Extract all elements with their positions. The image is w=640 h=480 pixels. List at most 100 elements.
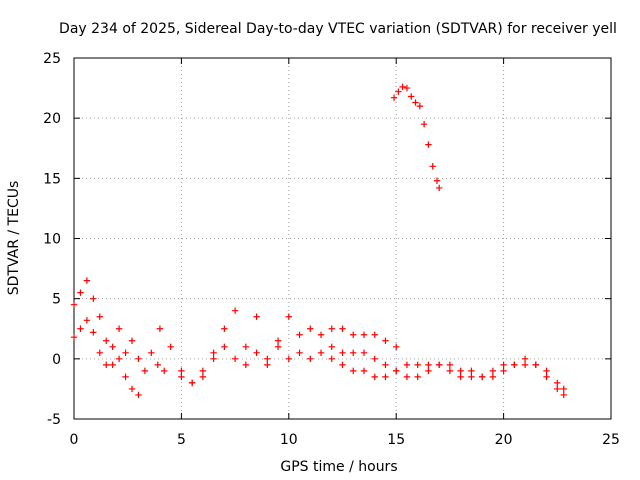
y-tick-label: 10 [43,232,61,248]
data-point [371,355,378,363]
data-point [489,373,497,381]
data-point [199,373,207,381]
data-point [543,367,550,375]
x-tick-label: 25 [602,432,620,448]
series-track-b [70,317,168,375]
data-point [103,337,110,344]
data-point [521,361,529,369]
y-axis-label: SDTVAR / TECUs [6,181,22,296]
data-point [128,385,136,393]
data-point [122,349,129,357]
data-point [83,317,91,324]
data-point [554,379,561,387]
data-point [360,367,368,375]
data-point [70,333,78,341]
data-point [435,361,443,369]
data-point [457,373,464,381]
y-tick-label: 15 [43,171,61,187]
data-point [521,355,529,363]
y-tick-label: 25 [43,51,61,67]
data-point [360,349,368,357]
chart-title: Day 234 of 2025, Sidereal Day-to-day VTE… [59,21,617,37]
data-point [296,331,303,338]
data-point [199,367,207,375]
data-point [457,367,464,375]
x-axis-label: GPS time / hours [280,459,397,475]
data-point [371,331,378,338]
data-point [221,343,228,350]
data-point [339,361,346,369]
data-point [122,373,129,381]
data-point [416,102,424,110]
data-point [560,391,567,399]
data-point [414,361,421,369]
x-tick-label: 5 [177,432,186,448]
data-point [178,373,185,381]
x-tick-label: 0 [70,432,79,448]
data-marks [70,83,567,399]
series-track-d [178,343,567,399]
data-point [307,325,314,332]
data-point [420,120,428,128]
grid [74,58,611,419]
data-point [560,385,567,393]
data-point [350,331,357,338]
data-point [403,373,411,381]
data-point [468,373,475,381]
data-point [242,361,250,369]
data-point [70,301,78,308]
data-point [425,367,432,375]
data-point [231,355,239,363]
data-point [532,361,540,369]
data-point [328,325,335,332]
data-point [253,349,260,357]
data-point [231,307,239,314]
data-point [77,325,84,332]
data-point [167,343,174,350]
x-tick-label: 20 [495,432,513,448]
axis-ticks: 0 5 10 15 20 25 -5 0 5 10 15 20 25 [43,51,620,448]
data-point [412,99,419,106]
data-point [403,361,411,369]
data-point [90,295,97,302]
y-tick-label: 20 [43,111,61,127]
data-point [425,361,432,369]
data-point [393,343,400,350]
data-point [390,94,398,101]
data-point [264,355,271,363]
data-point [96,349,103,357]
data-point [399,83,406,91]
data-point [382,361,389,369]
data-point [360,331,368,338]
data-point [109,361,116,369]
data-point [221,325,228,332]
y-tick-label: 5 [52,292,61,308]
data-point [543,373,550,381]
data-point [478,373,486,381]
data-point [115,325,123,332]
data-point [128,337,136,344]
data-point [425,141,432,148]
data-point [135,391,142,399]
data-point [210,349,217,357]
data-point [161,367,168,375]
data-point [296,349,303,357]
data-point [403,84,411,92]
data-point [468,367,475,375]
data-point [242,343,250,350]
data-point [395,88,402,95]
data-point [109,343,116,350]
data-point [264,361,271,369]
data-point [446,367,454,375]
data-point [274,337,282,344]
data-point [554,385,561,393]
data-point [433,177,441,184]
x-tick-label: 10 [280,432,298,448]
series-track-e [328,343,567,393]
series-track-a [70,277,142,399]
data-point [350,367,357,375]
data-point [414,373,421,381]
data-point [429,163,436,170]
data-point [328,343,335,350]
